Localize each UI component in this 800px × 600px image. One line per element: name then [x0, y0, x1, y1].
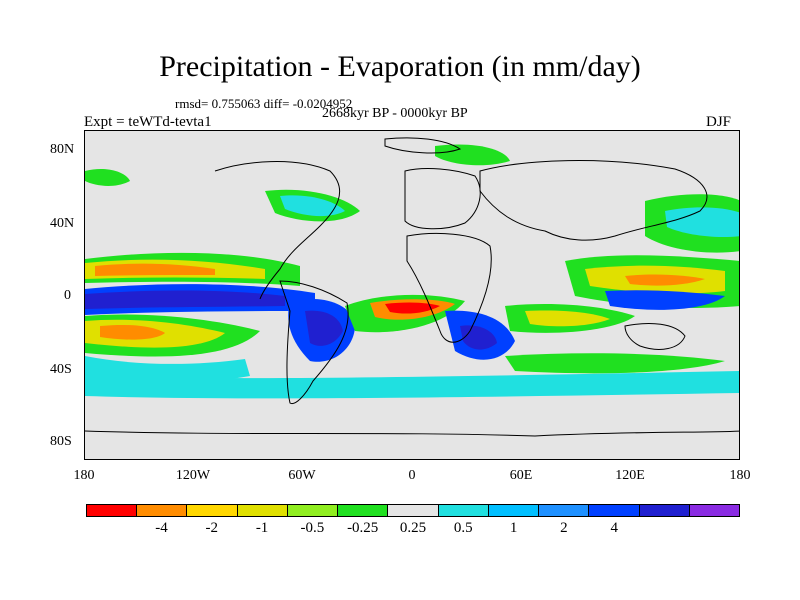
colorbar-cell	[87, 505, 138, 516]
experiment-label: Expt = teWTd-tevta1	[84, 114, 212, 130]
colorbar-cell	[388, 505, 439, 516]
colorbar-cell	[539, 505, 590, 516]
field-patch	[280, 195, 345, 217]
field-patch	[505, 353, 725, 374]
colorbar-label: -2	[205, 520, 219, 536]
colorbar-cell	[438, 505, 489, 516]
field-patch	[305, 310, 343, 346]
field-patch	[85, 290, 285, 309]
field-patch	[85, 371, 739, 399]
season-label: DJF	[706, 114, 732, 130]
field-patch	[85, 169, 130, 186]
period-label: 2668kyr BP - 0000kyr BP	[322, 106, 468, 121]
map-field	[85, 137, 739, 437]
colorbar-label: -0.5	[300, 520, 325, 536]
colorbar-cell	[137, 505, 188, 516]
lon-tick-label: 120W	[175, 468, 211, 483]
lon-tick-label: 180	[729, 468, 751, 483]
lon-tick-label: 60W	[288, 468, 316, 483]
field-patch	[665, 207, 739, 237]
field-patch	[95, 263, 215, 276]
lon-tick-label: 60E	[509, 468, 533, 483]
field-patch	[385, 302, 440, 314]
chart-title: Precipitation - Evaporation (in mm/day)	[159, 50, 641, 83]
lon-tick-label: 0	[408, 468, 416, 483]
colorbar-cell	[689, 505, 740, 516]
colorbar-cell	[338, 505, 389, 516]
lon-tick-label: 180	[73, 468, 95, 483]
colorbar-label: -4	[155, 520, 168, 536]
colorbar-label: 0.25	[399, 520, 427, 536]
colorbar-cell	[287, 505, 339, 516]
lon-tick-label: 120E	[615, 468, 645, 483]
lat-tick-label: 40S	[50, 362, 72, 377]
colorbar-label: 0.5	[453, 520, 473, 536]
stats-label: rmsd= 0.755063 diff= -0.0204952	[175, 96, 353, 111]
field-patch	[605, 290, 725, 310]
field-patch	[625, 274, 705, 286]
colorbar-cell	[639, 505, 690, 516]
field-patch	[435, 144, 510, 166]
colorbar-cell	[488, 505, 540, 516]
lat-tick-label: 80N	[50, 142, 75, 157]
colorbar-cell	[589, 505, 640, 516]
field-patch	[100, 324, 165, 340]
colorbar	[86, 504, 740, 517]
colorbar-cell	[187, 505, 238, 516]
lat-tick-label: 80S	[50, 434, 72, 449]
coastlines	[85, 137, 739, 437]
field-patch	[525, 310, 610, 327]
lat-tick-label: 0	[64, 288, 71, 303]
colorbar-label: 1	[509, 520, 518, 536]
colorbar-label: 2	[560, 520, 568, 536]
map-panel	[84, 130, 740, 460]
lat-tick-label: 40N	[50, 216, 75, 231]
colorbar-label: 4	[610, 520, 618, 536]
colorbar-cell	[237, 505, 288, 516]
colorbar-label: -1	[255, 520, 269, 536]
field-patch	[85, 356, 250, 383]
colorbar-label: -0.25	[347, 520, 379, 536]
